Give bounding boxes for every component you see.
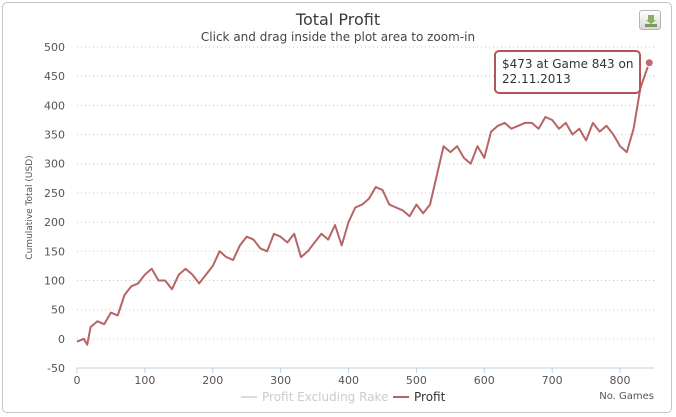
grid-lines [77, 46, 654, 369]
tooltip: $473 at Game 843 on 22.11.2013 [494, 50, 642, 94]
y-tick-label: 450 [44, 70, 65, 83]
export-button[interactable] [639, 10, 661, 30]
x-tick-label: 0 [74, 374, 81, 387]
x-tick-label: 100 [134, 374, 155, 387]
y-tick-label: 0 [58, 333, 65, 346]
y-tick-label: 200 [44, 216, 65, 229]
x-tick-label: 700 [542, 374, 563, 387]
x-tick-label: 500 [406, 374, 427, 387]
y-tick-label: 100 [44, 274, 65, 287]
x-tick-label: 800 [610, 374, 631, 387]
series-line-1[interactable] [76, 62, 651, 346]
y-axis-ticks: -50 0 50 100 150 200 250 300 350 400 450 500 [44, 41, 65, 375]
download-arrow-icon [645, 15, 657, 27]
series-lines [76, 58, 654, 346]
y-axis-label: Cumulative Total (USD) [25, 155, 35, 259]
y-tick-label: 50 [51, 304, 65, 317]
x-tick-label: 200 [202, 374, 223, 387]
y-tick-label: 250 [44, 187, 65, 200]
chart-subtitle: Click and drag inside the plot area to z… [201, 30, 475, 44]
legend-item-label[interactable]: Profit Excluding Rake [262, 390, 388, 404]
y-tick-label: 500 [44, 41, 65, 54]
x-axis-label: No. Games [599, 391, 654, 402]
x-tick-label: 300 [270, 374, 291, 387]
x-tick-label: 600 [474, 374, 495, 387]
legend[interactable]: Profit Excluding Rake Profit [241, 390, 446, 404]
y-tick-label: 400 [44, 99, 65, 112]
hover-point-marker[interactable] [644, 58, 654, 68]
x-tick-label: 400 [338, 374, 359, 387]
y-tick-label: 350 [44, 129, 65, 142]
y-tick-label: 300 [44, 158, 65, 171]
x-axis-ticks: 0 100 200 300 400 500 600 700 800 [74, 368, 631, 387]
legend-item-label[interactable]: Profit [414, 390, 446, 404]
y-tick-label: 150 [44, 245, 65, 258]
y-tick-label: -50 [47, 362, 65, 375]
chart-title: Total Profit [295, 10, 380, 29]
